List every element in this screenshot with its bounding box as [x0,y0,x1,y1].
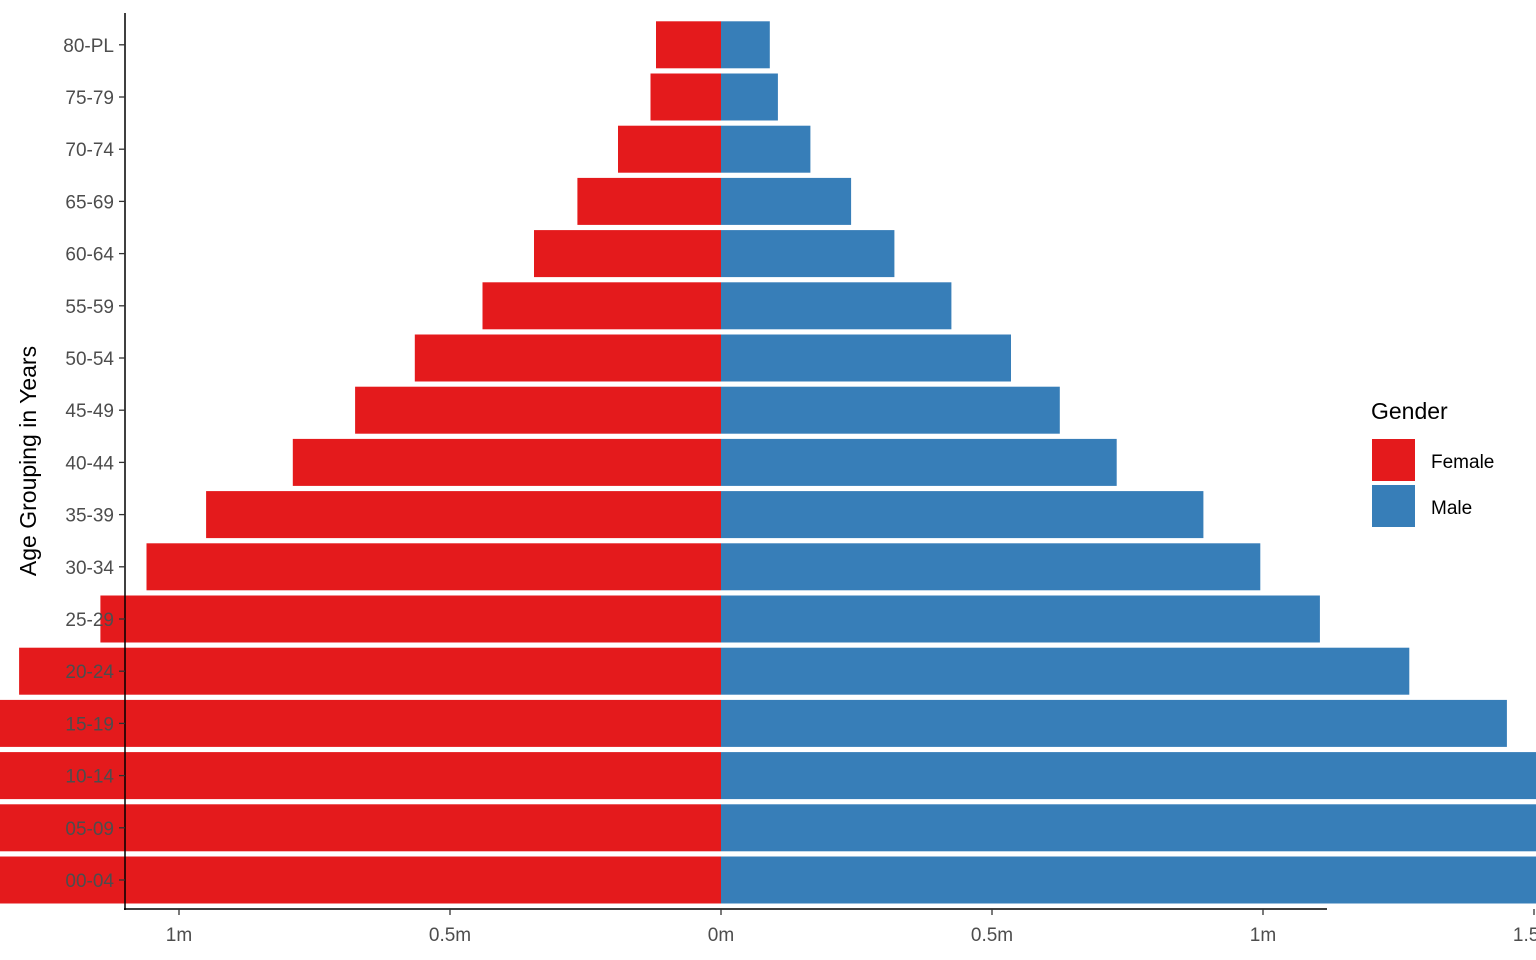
bar-male-80-PL [721,21,770,69]
bar-male-45-49 [721,386,1060,434]
legend-label-male: Male [1431,498,1472,519]
legend-title: Gender [1371,398,1448,424]
bar-female-70-74 [618,125,721,173]
y-tick-label: 45-49 [65,401,114,422]
bar-female-60-64 [534,230,721,278]
y-tick-label: 15-19 [65,714,114,735]
bar-female-30-34 [146,543,721,591]
y-tick-label: 80-PL [63,36,114,57]
legend-label-female: Female [1431,452,1494,473]
y-ticks-layer: 00-04 05-09 10-14 15-19 20-24 25-29 30-34 35-39… [63,36,125,892]
y-tick-label: 65-69 [65,192,114,213]
y-tick-label: 20-24 [65,662,114,683]
x-tick-label: 1.5m [1513,925,1536,946]
bar-female-55-59 [482,282,721,330]
y-tick-label: 50-54 [65,349,114,370]
bar-male-00-04 [721,856,1536,904]
x-tick-label: 0m [708,925,734,946]
x-tick-label: 1m [166,925,192,946]
bar-male-75-79 [721,73,778,121]
bar-male-55-59 [721,282,952,330]
bar-female-25-29 [100,595,721,643]
axes-layer [124,13,1327,910]
y-tick-label: 30-34 [65,558,114,579]
y-tick-label: 05-09 [65,819,114,840]
y-axis-title: Age Grouping in Years [15,346,41,576]
y-tick-label: 60-64 [65,245,114,266]
bars-layer [0,21,1536,904]
bar-male-60-64 [721,230,895,278]
x-tick-label: 1m [1250,925,1276,946]
y-tick-label: 55-59 [65,297,114,318]
bar-female-50-54 [414,334,721,382]
y-tick-label: 70-74 [65,140,114,161]
bar-female-40-44 [292,438,721,486]
bar-female-45-49 [355,386,721,434]
bar-male-40-44 [721,438,1117,486]
y-tick-label: 40-44 [65,453,114,474]
bar-male-10-14 [721,752,1536,800]
y-tick-label: 35-39 [65,506,114,527]
y-tick-label: 75-79 [65,88,114,109]
bar-female-65-69 [577,177,721,225]
legend-key-female [1372,439,1415,481]
bar-male-50-54 [721,334,1011,382]
bar-male-70-74 [721,125,811,173]
bar-female-75-79 [650,73,721,121]
legend-key-male [1372,485,1415,527]
bar-female-20-24 [19,647,722,695]
y-tick-label: 25-29 [65,610,114,631]
bar-female-80-PL [656,21,721,69]
x-tick-label: 0.5m [429,925,471,946]
bar-male-20-24 [721,647,1410,695]
bar-male-25-29 [721,595,1320,643]
bar-male-35-39 [721,491,1204,539]
x-tick-label: 0.5m [971,925,1013,946]
bar-male-65-69 [721,177,852,225]
legend: Gender Female Male [1371,398,1494,527]
bar-male-15-19 [721,699,1507,747]
bar-male-05-09 [721,804,1536,852]
bar-female-35-39 [206,491,722,539]
y-tick-label: 00-04 [65,871,114,892]
bar-male-30-34 [721,543,1261,591]
y-tick-label: 10-14 [65,767,114,788]
